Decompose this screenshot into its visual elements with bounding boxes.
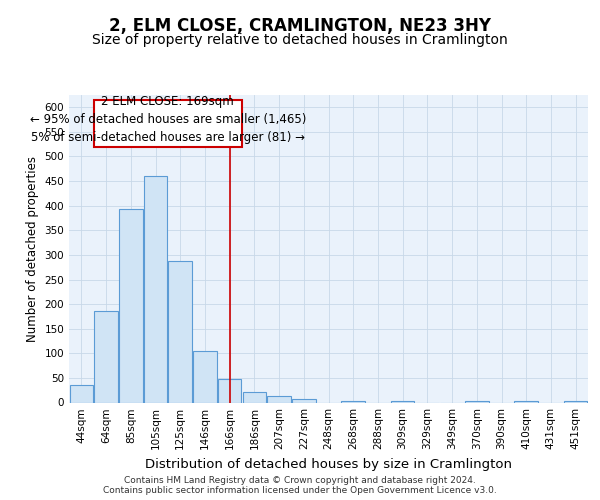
FancyBboxPatch shape [94, 100, 242, 146]
Bar [292, 399, 316, 402]
X-axis label: Distribution of detached houses by size in Cramlington: Distribution of detached houses by size … [145, 458, 512, 471]
Bar [564, 401, 587, 402]
Bar [514, 401, 538, 402]
Bar [144, 176, 167, 402]
Y-axis label: Number of detached properties: Number of detached properties [26, 156, 39, 342]
Text: 2 ELM CLOSE: 169sqm
← 95% of detached houses are smaller (1,465)
5% of semi-deta: 2 ELM CLOSE: 169sqm ← 95% of detached ho… [29, 95, 306, 144]
Text: 2, ELM CLOSE, CRAMLINGTON, NE23 3HY: 2, ELM CLOSE, CRAMLINGTON, NE23 3HY [109, 18, 491, 36]
Bar [193, 351, 217, 403]
Bar [465, 401, 488, 402]
Bar [70, 386, 93, 402]
Text: Size of property relative to detached houses in Cramlington: Size of property relative to detached ho… [92, 33, 508, 47]
Bar [119, 209, 143, 402]
Bar [94, 312, 118, 402]
Bar [218, 379, 241, 402]
Bar [391, 400, 415, 402]
Bar [341, 400, 365, 402]
Bar [268, 396, 291, 402]
Text: Contains HM Land Registry data © Crown copyright and database right 2024.
Contai: Contains HM Land Registry data © Crown c… [103, 476, 497, 496]
Bar [242, 392, 266, 402]
Bar [169, 261, 192, 402]
